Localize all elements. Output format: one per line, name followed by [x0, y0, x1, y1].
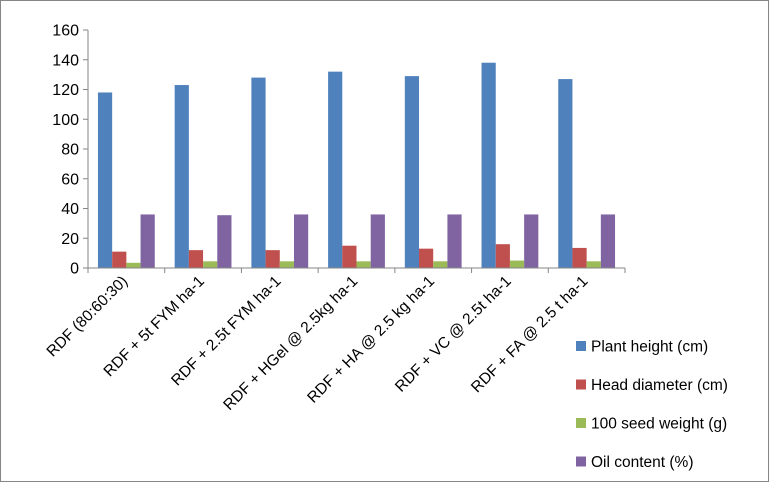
category-label: RDF + HA @ 2.5 kg ha-1 — [304, 273, 438, 407]
bar — [447, 214, 462, 268]
legend-label: Plant height (cm) — [591, 339, 708, 356]
category-label: RDF + HGel @ 2.5kg ha-1 — [220, 273, 361, 414]
bar — [174, 85, 189, 268]
y-tick-label: 160 — [52, 23, 79, 40]
bar — [140, 214, 155, 268]
bar — [203, 261, 218, 268]
bar — [356, 261, 371, 268]
y-tick-label: 60 — [61, 171, 79, 188]
bar — [481, 62, 496, 268]
bar — [188, 250, 204, 268]
bar — [558, 79, 573, 268]
bar — [586, 261, 601, 268]
legend-label: 100 seed weight (g) — [591, 416, 727, 433]
bar — [524, 214, 539, 268]
y-tick-label: 100 — [52, 112, 79, 129]
y-tick-label: 0 — [70, 261, 79, 278]
bar — [495, 244, 510, 268]
bar — [572, 247, 587, 268]
bar — [600, 214, 616, 268]
bars — [97, 62, 616, 269]
y-axis: 0 20 40 60 80 100 120 140 160 — [52, 23, 89, 278]
bar — [217, 215, 232, 268]
bar — [293, 214, 309, 268]
category-label: RDF (80:60:30) — [44, 273, 132, 361]
legend: Plant height (cm) Head diameter (cm) 100 s… — [576, 339, 728, 471]
bar — [370, 214, 385, 268]
bar — [112, 251, 127, 268]
legend-label: Oil content (%) — [591, 454, 694, 471]
y-tick-label: 140 — [52, 52, 79, 69]
legend-swatch — [576, 456, 586, 467]
bar — [265, 250, 280, 268]
legend-swatch — [576, 379, 586, 390]
bar — [328, 71, 343, 269]
y-tick-label: 40 — [61, 201, 79, 218]
bar — [279, 261, 294, 268]
bar — [509, 260, 525, 268]
legend-label: Head diameter (cm) — [591, 377, 728, 394]
y-tick-label: 80 — [61, 142, 79, 159]
bar — [419, 248, 434, 268]
y-tick-label: 20 — [61, 231, 79, 248]
bar — [404, 76, 420, 268]
legend-swatch — [576, 341, 586, 351]
bar — [251, 77, 266, 268]
y-tick-label: 120 — [52, 82, 79, 99]
bar — [433, 261, 448, 268]
bar — [342, 245, 357, 268]
bar — [126, 262, 141, 268]
bar — [97, 92, 113, 268]
legend-swatch — [576, 418, 586, 428]
